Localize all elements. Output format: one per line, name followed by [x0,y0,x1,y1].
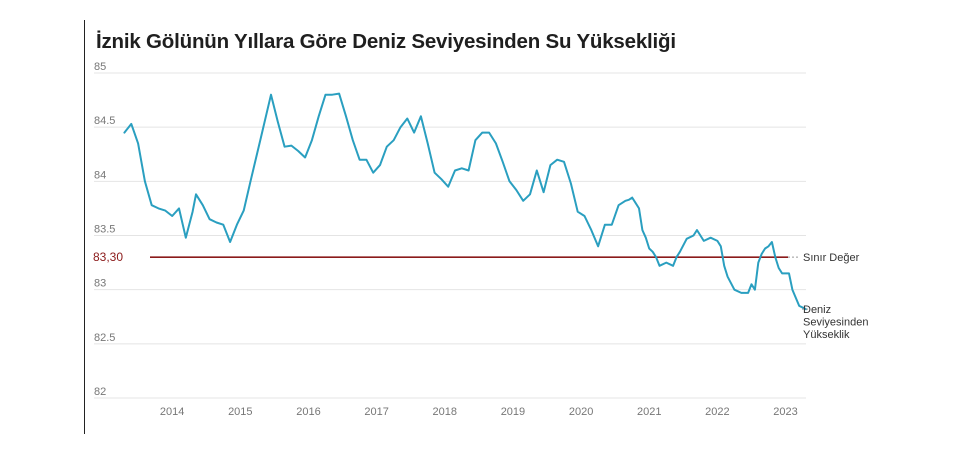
series-label-line: Yükseklik [803,329,850,341]
y-tick-label: 85 [94,61,106,73]
y-tick-label: 84 [94,169,106,181]
y-tick-label: 82.5 [94,332,115,344]
reference-line-label: Sınır Değer [803,252,860,264]
x-tick-label: 2018 [433,406,457,418]
x-tick-label: 2020 [569,406,593,418]
x-tick-label: 2017 [364,406,388,418]
x-tick-label: 2016 [296,406,320,418]
y-tick-label: 83.5 [94,224,115,236]
y-tick-label: 82 [94,386,106,398]
series-label-line: Deniz [803,304,831,316]
x-tick-label: 2014 [160,406,184,418]
x-tick-label: 2021 [637,406,661,418]
series-line [123,92,807,311]
y-tick-label: 83 [94,278,106,290]
y-tick-label: 84.5 [94,115,115,127]
series-label-line: Seviyesinden [803,317,868,329]
x-tick-label: 2022 [705,406,729,418]
chart-title: İznik Gölünün Yıllara Göre Deniz Seviyes… [96,30,676,53]
x-tick-label: 2023 [773,406,797,418]
chart-card [84,20,887,434]
x-tick-label: 2015 [228,406,252,418]
x-tick-label: 2019 [501,406,525,418]
reference-value-label: 83,30 [93,250,123,264]
